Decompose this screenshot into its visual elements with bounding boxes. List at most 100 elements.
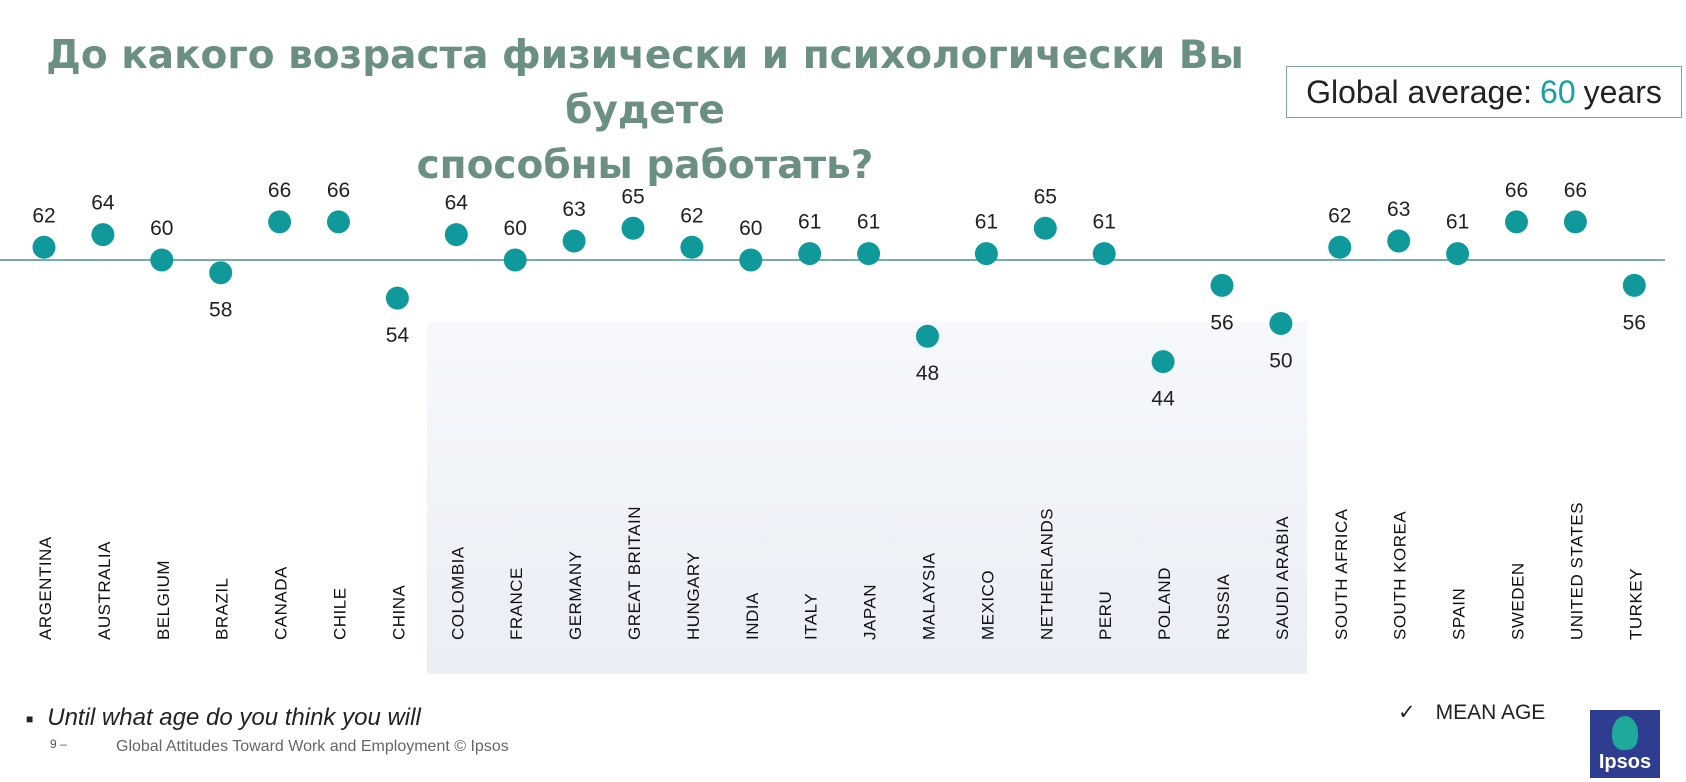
global-average-box: Global average: 60 years: [1286, 66, 1682, 118]
data-label: 62: [1328, 204, 1351, 227]
data-label: 54: [386, 324, 410, 347]
data-label: 48: [916, 362, 939, 385]
logo-head-icon: [1612, 716, 1638, 750]
data-point: [1387, 229, 1411, 253]
question-footnote: ■ Until what age do you think you will: [26, 704, 421, 732]
data-label: 64: [91, 192, 115, 215]
category-label: TURKEY: [1626, 568, 1645, 640]
question-text: Until what age do you think you will: [47, 704, 421, 731]
category-label: SOUTH KOREA: [1391, 511, 1410, 640]
category-label: SWEDEN: [1509, 562, 1528, 640]
avg-suffix: years: [1583, 73, 1662, 110]
legend: ✓ MEAN AGE: [1398, 700, 1545, 725]
data-point: [1092, 242, 1116, 266]
category-label: HUNGARY: [684, 552, 703, 640]
data-point: [1269, 312, 1293, 335]
data-point: [327, 210, 350, 234]
category-label: SPAIN: [1450, 588, 1469, 640]
category-label: SAUDI ARABIA: [1273, 516, 1292, 640]
data-label: 65: [621, 185, 644, 208]
data-label: 61: [798, 211, 821, 234]
bullet-icon: ■: [26, 711, 34, 726]
data-label: 63: [1387, 198, 1410, 221]
check-icon: ✓: [1398, 701, 1416, 724]
data-label: 61: [975, 211, 998, 234]
logo-text: Ipsos: [1598, 751, 1652, 773]
category-label: CANADA: [272, 566, 291, 640]
data-point: [1328, 235, 1352, 259]
category-label: POLAND: [1155, 567, 1174, 640]
data-label: 66: [1505, 179, 1528, 202]
data-label: 61: [1093, 211, 1116, 234]
category-label: MALAYSIA: [920, 552, 939, 640]
data-point: [503, 248, 527, 272]
credit-text: Global Attitudes Toward Work and Employm…: [116, 738, 509, 755]
data-point: [91, 223, 115, 247]
data-label: 44: [1151, 388, 1175, 411]
data-label: 60: [739, 217, 762, 240]
category-label: NETHERLANDS: [1037, 508, 1056, 640]
data-label: 66: [327, 179, 350, 202]
category-label: RUSSIA: [1214, 574, 1233, 640]
data-point: [1505, 210, 1528, 234]
data-point: [385, 286, 409, 310]
category-label: GERMANY: [566, 551, 585, 640]
data-label: 66: [268, 179, 291, 202]
data-point: [798, 242, 822, 266]
category-label: BELGIUM: [154, 560, 173, 640]
data-point: [974, 242, 998, 266]
data-label: 66: [1564, 179, 1587, 202]
data-point: [1151, 350, 1175, 374]
title-line-2: способны работать?: [416, 143, 874, 188]
category-label: CHILE: [331, 587, 350, 640]
data-point: [209, 261, 233, 285]
category-label: ARGENTINA: [36, 536, 55, 640]
data-label: 50: [1269, 350, 1292, 373]
page-number: 9 –: [50, 737, 67, 751]
data-label: 56: [1623, 311, 1646, 334]
data-point: [739, 248, 763, 272]
data-point: [562, 229, 586, 253]
background-photo-people: [427, 322, 1307, 674]
category-label: AUSTRALIA: [95, 541, 114, 640]
data-label: 63: [562, 198, 585, 221]
category-label: COLOMBIA: [448, 546, 467, 640]
page-title: До какого возраста физически и психологи…: [0, 28, 1290, 193]
ipsos-logo: Ipsos: [1590, 710, 1660, 778]
category-label: CHINA: [389, 584, 408, 640]
title-line-1: До какого возраста физически и психологи…: [46, 33, 1244, 133]
data-label: 64: [445, 192, 469, 215]
category-label: INDIA: [743, 592, 762, 640]
category-label: UNITED STATES: [1567, 502, 1586, 640]
data-label: 61: [857, 211, 880, 234]
category-label: GREAT BRITAIN: [625, 506, 644, 640]
data-label: 56: [1210, 311, 1233, 334]
data-label: 60: [504, 217, 527, 240]
avg-value: 60: [1540, 73, 1576, 110]
data-point: [32, 235, 56, 259]
data-point: [150, 248, 174, 272]
data-point: [444, 223, 468, 247]
category-label: MEXICO: [978, 570, 997, 640]
data-label: 62: [32, 204, 55, 227]
data-label: 65: [1034, 185, 1057, 208]
data-point: [1622, 273, 1646, 297]
data-point: [680, 235, 704, 259]
data-point: [916, 324, 939, 348]
data-point: [621, 216, 645, 240]
data-label: 61: [1446, 211, 1469, 234]
data-point: [857, 242, 881, 266]
category-label: SOUTH AFRICA: [1332, 508, 1351, 640]
legend-label: MEAN AGE: [1435, 701, 1546, 724]
category-label: ITALY: [802, 593, 821, 640]
data-point: [1033, 216, 1057, 240]
category-label: FRANCE: [507, 567, 526, 640]
category-label: BRAZIL: [213, 577, 232, 640]
data-point: [268, 210, 292, 234]
data-label: 60: [150, 217, 173, 240]
avg-prefix: Global average:: [1306, 73, 1533, 110]
mean-age-chart: 62 ARGENTINA 64 AUSTRALIA 60 BELGIUM 58 BRAZIL 6…: [0, 179, 1665, 640]
data-point: [1563, 210, 1587, 234]
data-label: 62: [680, 204, 703, 227]
category-label: JAPAN: [861, 584, 880, 640]
